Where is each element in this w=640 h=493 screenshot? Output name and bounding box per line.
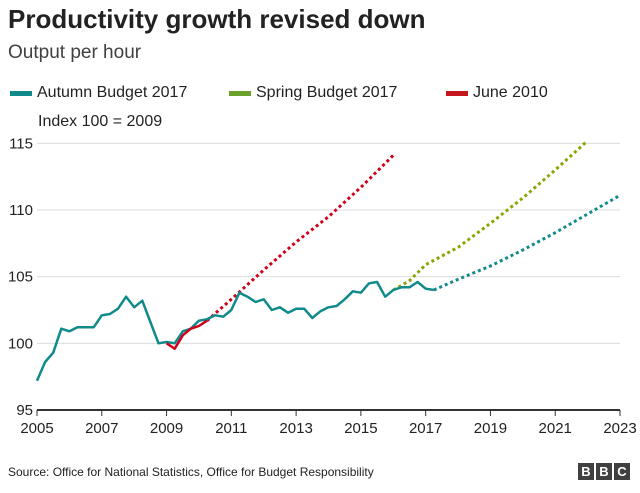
x-tick-label: 2013	[279, 420, 312, 437]
y-tick-label: 100	[8, 335, 33, 352]
series-forecast-spring-budget-2017	[392, 139, 589, 292]
bbc-logo-letter: B	[578, 463, 594, 480]
bbc-logo-letter: B	[596, 463, 612, 480]
x-tick-label: 2005	[20, 420, 53, 437]
legend-item-june-2010: June 2010	[446, 84, 548, 102]
x-tick-label: 2009	[150, 420, 183, 437]
series-line-june-2010	[165, 319, 208, 350]
legend-label-june-2010: June 2010	[473, 84, 548, 101]
legend-swatch-spring-budget-2017	[229, 90, 251, 96]
y-tick-label: 105	[8, 269, 33, 286]
legend-label-spring-budget-2017: Spring Budget 2017	[256, 84, 398, 101]
source-note: Source: Office for National Statistics, …	[8, 465, 374, 479]
index-note: Index 100 = 2009	[38, 113, 163, 130]
y-tick-label: 115	[9, 135, 33, 152]
x-tick-label: 2015	[344, 420, 377, 437]
legend-item-autumn-budget-2017: Autumn Budget 2017	[10, 84, 187, 102]
x-tick-label: 2019	[474, 420, 507, 437]
bbc-logo-letter: C	[614, 463, 630, 480]
series-line-autumn-budget-2017	[35, 280, 434, 382]
series-forecast-june-2010	[206, 154, 395, 322]
legend-item-spring-budget-2017: Spring Budget 2017	[229, 84, 397, 102]
legend-swatch-autumn-budget-2017	[10, 90, 32, 96]
y-tick-label: 95	[16, 402, 33, 419]
chart-subtitle: Output per hour	[8, 42, 142, 63]
legend-label-autumn-budget-2017: Autumn Budget 2017	[37, 84, 188, 101]
x-tick-label: 2011	[215, 420, 247, 437]
legend-swatch-june-2010	[446, 90, 468, 96]
x-tick-label: 2023	[603, 420, 636, 437]
bbc-logo: B B C	[578, 463, 630, 480]
series-forecast-autumn-budget-2017	[433, 194, 621, 292]
x-tick-label: 2017	[409, 420, 442, 437]
y-tick-label: 110	[9, 202, 33, 219]
chart-title: Productivity growth revised down	[8, 4, 426, 34]
x-tick-label: 2021	[539, 420, 572, 437]
x-tick-label: 2007	[85, 420, 118, 437]
